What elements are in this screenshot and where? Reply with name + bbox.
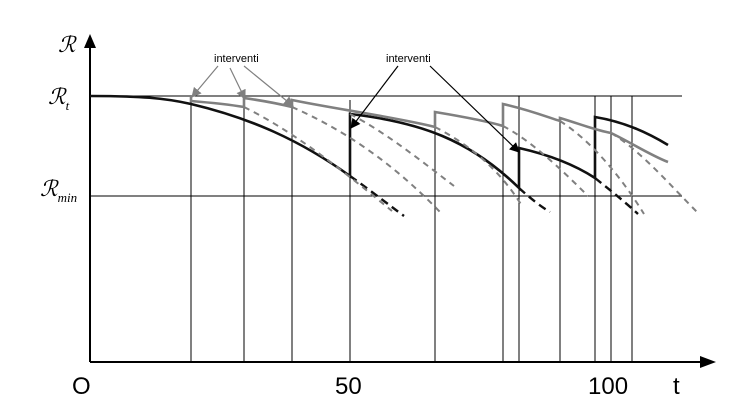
annotation-right: interventi	[386, 53, 431, 65]
y-axis-arrow-icon	[84, 34, 96, 48]
black-dashed-continuations	[349, 175, 639, 217]
x-axis-arrow-icon	[700, 356, 716, 368]
upper-level-label: ℛt	[48, 84, 70, 113]
intervention-lines	[190, 96, 633, 362]
x-tick-label-50: 50	[335, 373, 362, 400]
gray-dashed-continuations	[243, 106, 698, 215]
origin-label: O	[72, 373, 91, 400]
black-curve	[89, 94, 669, 192]
gray-curve	[189, 96, 669, 164]
annotation-left: interventi	[214, 53, 259, 65]
x-tick-label-100: 100	[588, 373, 628, 400]
lower-level-label: ℛmin	[40, 176, 77, 205]
y-axis-symbol: ℛ	[58, 32, 77, 57]
annotation-pointers-right	[350, 65, 520, 153]
annotation-pointers-left	[191, 65, 294, 107]
x-axis-symbol: t	[673, 373, 680, 400]
